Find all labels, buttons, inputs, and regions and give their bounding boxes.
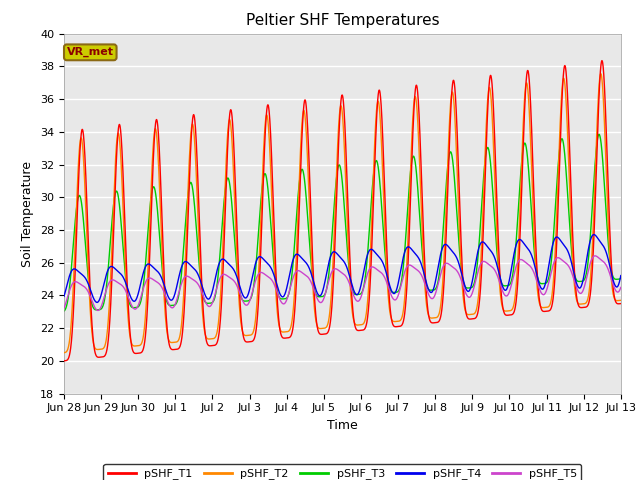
Text: VR_met: VR_met — [67, 47, 114, 58]
pSHF_T4 — [216, 259, 223, 265]
Line: pSHF_T4: pSHF_T4 — [64, 235, 621, 302]
pSHF_T1 — [406, 199, 414, 205]
Line: pSHF_T2: pSHF_T2 — [64, 74, 621, 353]
pSHF_T2 — [179, 299, 187, 304]
pSHF_T3 — [216, 258, 223, 264]
pSHF_T1 — [598, 58, 606, 63]
pSHF_T1 — [617, 300, 625, 306]
pSHF_T1 — [397, 323, 404, 329]
pSHF_T3 — [179, 250, 187, 255]
pSHF_T5 — [94, 308, 102, 313]
pSHF_T5 — [617, 285, 625, 290]
pSHF_T5 — [591, 253, 599, 259]
pSHF_T3 — [406, 170, 414, 176]
Title: Peltier SHF Temperatures: Peltier SHF Temperatures — [246, 13, 439, 28]
Legend: pSHF_T1, pSHF_T2, pSHF_T3, pSHF_T4, pSHF_T5: pSHF_T1, pSHF_T2, pSHF_T3, pSHF_T4, pSHF… — [103, 464, 582, 480]
pSHF_T3 — [617, 276, 625, 281]
pSHF_T4 — [180, 260, 188, 266]
pSHF_T4 — [406, 245, 414, 251]
pSHF_T2 — [216, 309, 223, 314]
Y-axis label: Soil Temperature: Soil Temperature — [22, 161, 35, 266]
pSHF_T1 — [216, 327, 223, 333]
pSHF_T4 — [93, 300, 100, 305]
pSHF_T2 — [597, 71, 605, 77]
Line: pSHF_T5: pSHF_T5 — [64, 256, 621, 311]
pSHF_T5 — [617, 285, 625, 291]
Line: pSHF_T1: pSHF_T1 — [64, 60, 621, 361]
pSHF_T5 — [180, 276, 188, 282]
pSHF_T2 — [617, 298, 625, 303]
pSHF_T1 — [617, 301, 625, 307]
pSHF_T2 — [564, 139, 572, 144]
pSHF_T4 — [617, 274, 625, 279]
pSHF_T5 — [397, 283, 404, 289]
pSHF_T1 — [60, 358, 68, 364]
pSHF_T5 — [406, 263, 414, 268]
Line: pSHF_T3: pSHF_T3 — [64, 134, 621, 311]
pSHF_T3 — [60, 308, 68, 314]
pSHF_T2 — [60, 350, 68, 356]
pSHF_T3 — [595, 132, 603, 137]
pSHF_T4 — [564, 249, 572, 254]
pSHF_T2 — [406, 170, 414, 176]
pSHF_T4 — [60, 293, 68, 299]
pSHF_T5 — [216, 276, 223, 282]
pSHF_T1 — [179, 321, 187, 326]
pSHF_T2 — [617, 298, 625, 303]
pSHF_T4 — [590, 232, 598, 238]
pSHF_T3 — [397, 282, 404, 288]
pSHF_T2 — [397, 317, 404, 323]
pSHF_T4 — [397, 267, 404, 273]
pSHF_T3 — [617, 276, 625, 281]
pSHF_T3 — [564, 195, 572, 201]
pSHF_T1 — [564, 100, 572, 106]
pSHF_T5 — [60, 305, 68, 311]
X-axis label: Time: Time — [327, 419, 358, 432]
pSHF_T4 — [617, 273, 625, 278]
pSHF_T5 — [564, 263, 572, 268]
